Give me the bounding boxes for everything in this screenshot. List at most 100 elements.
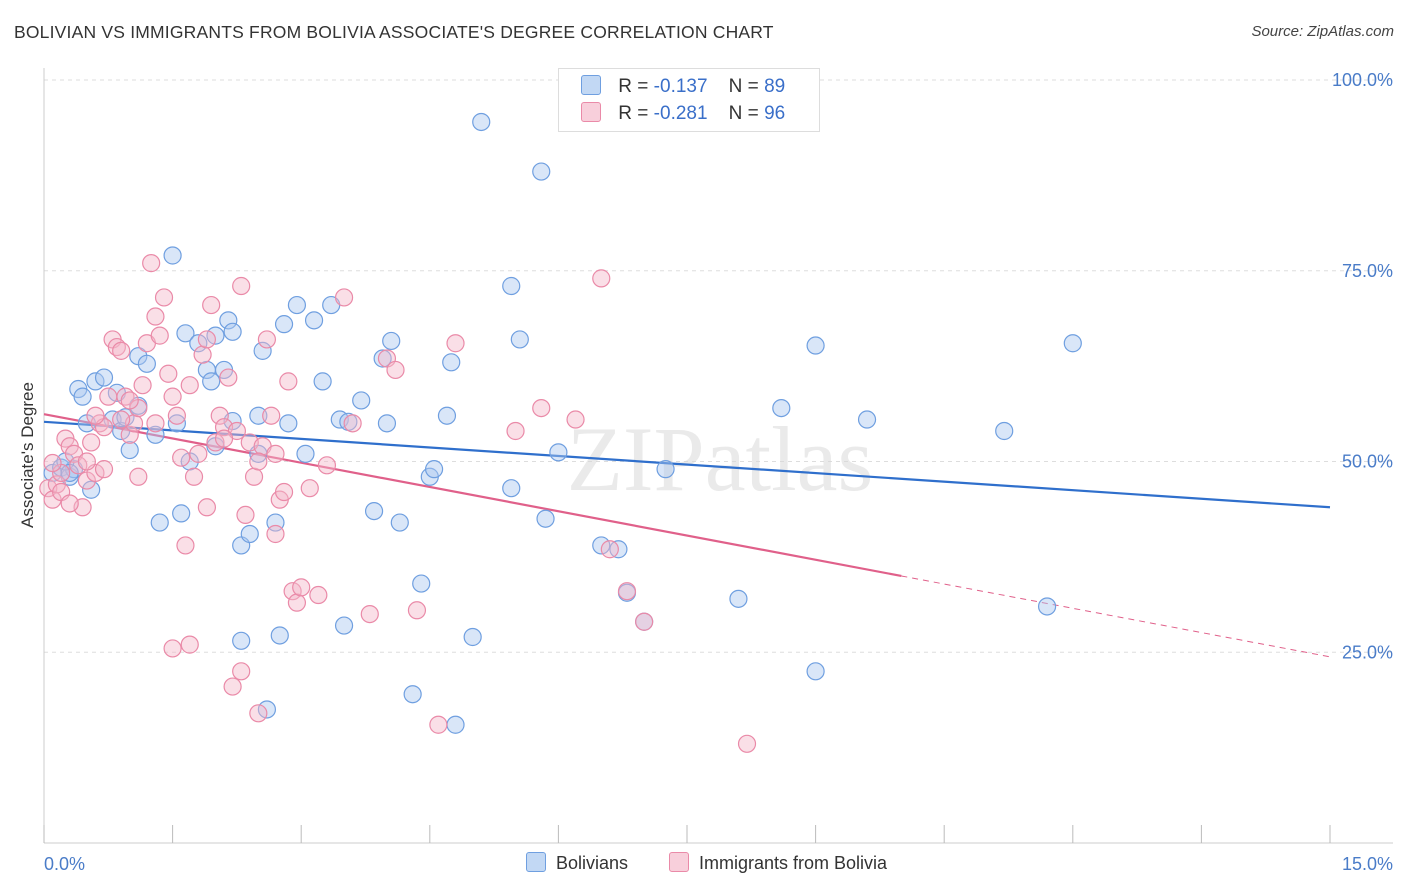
bolivians-point — [176, 324, 195, 343]
bottom-legend-label-bolivians: Bolivians — [556, 853, 629, 873]
legend-swatch-pink — [581, 102, 601, 122]
immigrants-point — [172, 448, 191, 467]
immigrants-point — [429, 715, 448, 734]
x-tick-label-min: 0.0% — [44, 854, 85, 874]
legend-r-value: -0.137 — [653, 76, 708, 97]
immigrants-point — [77, 452, 96, 471]
bolivians-point — [82, 480, 101, 499]
immigrants-point — [146, 414, 165, 433]
legend-n-value: 96 — [764, 103, 786, 124]
bolivians-point — [257, 700, 277, 719]
immigrants-point — [592, 269, 611, 288]
immigrants-point — [737, 734, 757, 753]
immigrants-point — [617, 582, 637, 601]
bottom-legend-bolivians: Bolivians — [526, 852, 628, 874]
immigrants-point — [300, 479, 319, 498]
bolivians-point — [656, 460, 675, 479]
bolivians-point — [249, 406, 268, 425]
bolivians-point — [502, 276, 521, 296]
immigrants-point — [86, 406, 105, 425]
immigrants-point — [566, 410, 585, 429]
bolivians-point — [437, 406, 457, 425]
immigrants-point — [197, 498, 216, 517]
immigrants-point — [146, 307, 165, 326]
immigrants-point — [193, 345, 212, 364]
bolivians-point — [377, 414, 397, 433]
immigrants-point — [120, 425, 139, 444]
immigrants-point — [532, 398, 551, 418]
immigrants-point — [236, 505, 255, 525]
legend-swatch-blue — [581, 75, 601, 95]
immigrants-point — [180, 376, 199, 395]
bolivians-point — [532, 162, 551, 181]
immigrants-point — [360, 604, 379, 624]
immigrants-point — [386, 360, 405, 380]
immigrants-point — [150, 326, 169, 345]
immigrants-point — [309, 585, 328, 605]
legend-r-label: R = — [618, 76, 649, 97]
source-label: Source: ZipAtlas.com — [1251, 23, 1394, 40]
bottom-legend-swatch-pink — [669, 852, 689, 872]
y-tick-label: 100.0% — [1332, 70, 1393, 90]
bolivians-point — [424, 460, 444, 479]
immigrants-point — [232, 276, 251, 296]
bolivians-point — [1037, 597, 1057, 616]
bolivians-point — [189, 334, 208, 353]
bolivians-point — [806, 662, 825, 681]
immigrants-point — [283, 582, 302, 601]
bolivians-point — [592, 536, 611, 555]
legend-n-value: 89 — [764, 76, 786, 97]
immigrants-point — [266, 444, 285, 463]
bolivians-point — [373, 349, 392, 368]
immigrants-point — [317, 456, 337, 475]
immigrants-point — [279, 372, 298, 391]
immigrants-point — [292, 578, 311, 597]
immigrants-point — [120, 391, 139, 410]
immigrants-point — [249, 452, 268, 471]
immigrants-point — [197, 330, 216, 349]
immigrants-point — [202, 295, 221, 315]
immigrants-point — [266, 524, 285, 544]
bolivians-point — [223, 322, 242, 341]
legend-row-bolivians: R = -0.137 N = 89 — [581, 75, 785, 99]
immigrants-point — [334, 288, 354, 307]
immigrants-point — [180, 635, 199, 654]
immigrants-point — [184, 467, 204, 486]
immigrants-point — [219, 368, 238, 387]
immigrants-points — [39, 254, 757, 753]
bolivians-point — [313, 372, 332, 391]
bolivians-point — [772, 398, 791, 418]
bolivians-point — [857, 410, 877, 429]
y-tick-labels: 25.0% 50.0% 75.0% 100.0% — [1332, 70, 1393, 662]
immigrants-point — [112, 410, 131, 429]
bolivians-point — [202, 372, 221, 391]
x-tick-label-max: 15.0% — [1342, 854, 1393, 874]
immigrants-point — [142, 254, 161, 273]
bolivians-point — [446, 715, 465, 734]
legend-n-label: N = — [728, 76, 759, 97]
bolivians-trend-line — [43, 420, 1331, 509]
immigrants-point — [82, 433, 101, 452]
bolivians-point — [442, 353, 461, 372]
trend-lines — [43, 413, 1331, 658]
bolivians-point — [412, 574, 431, 593]
axes — [43, 68, 1393, 844]
bolivians-point — [403, 685, 422, 704]
bolivians-point — [232, 631, 251, 650]
legend-row-immigrants: R = -0.281 N = 96 — [581, 102, 785, 126]
immigrants-point — [506, 421, 525, 441]
immigrants-point — [210, 406, 229, 425]
immigrants-trend-line — [43, 413, 902, 578]
bolivians-point — [1063, 334, 1082, 353]
immigrants-point — [112, 341, 131, 360]
bolivians-point — [510, 330, 529, 349]
immigrants-point — [407, 601, 427, 620]
immigrants-point — [635, 612, 654, 631]
bolivians-point — [390, 513, 409, 532]
immigrants-point — [287, 593, 307, 612]
bolivians-point — [253, 341, 272, 360]
immigrants-point — [133, 376, 152, 395]
immigrants-point — [129, 467, 148, 486]
immigrants-point — [94, 460, 114, 479]
